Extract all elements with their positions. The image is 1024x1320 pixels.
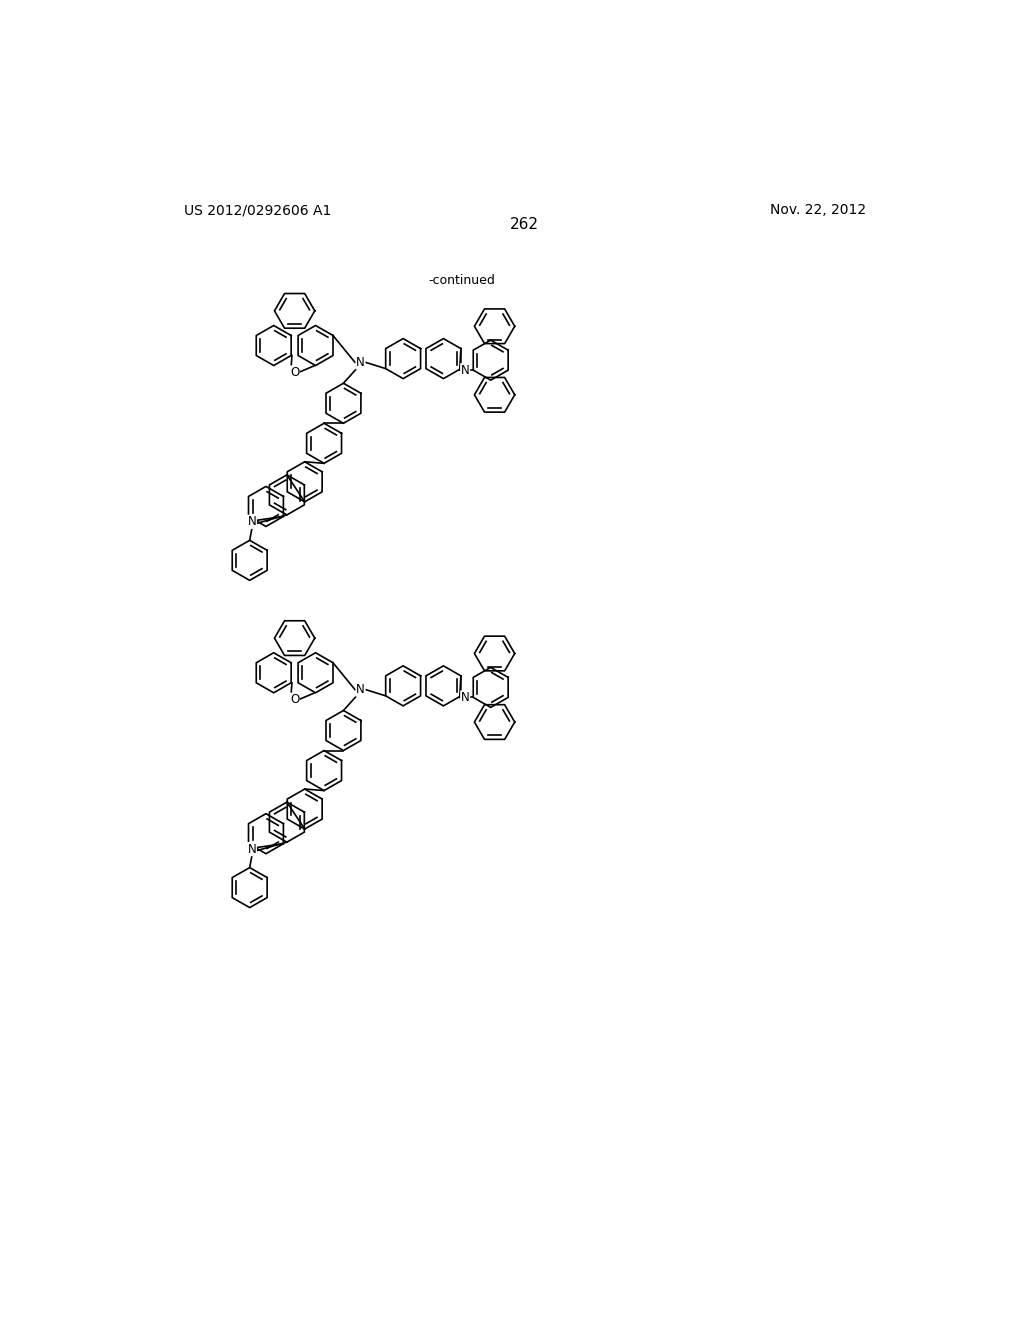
Text: O: O [290, 366, 299, 379]
Text: N: N [461, 363, 469, 376]
Text: N: N [248, 515, 256, 528]
Text: Nov. 22, 2012: Nov. 22, 2012 [770, 203, 866, 216]
Text: N: N [461, 690, 469, 704]
Text: -continued: -continued [429, 275, 496, 286]
Text: N: N [356, 684, 365, 696]
Text: 262: 262 [510, 216, 540, 232]
Text: N: N [248, 842, 256, 855]
Text: US 2012/0292606 A1: US 2012/0292606 A1 [183, 203, 331, 216]
Text: O: O [290, 693, 299, 706]
Text: N: N [356, 356, 365, 370]
